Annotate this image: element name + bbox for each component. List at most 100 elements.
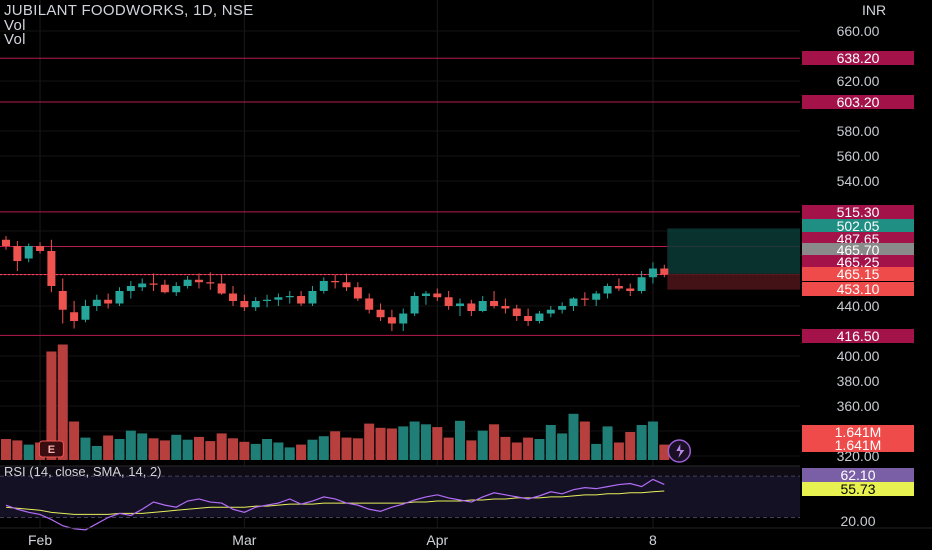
candle-body [342,282,351,288]
price-badge [802,255,914,269]
price-axis-tick: 400.00 [837,348,880,364]
target-zone [667,228,800,274]
candle-body [512,308,521,316]
volume-bar [250,443,261,460]
candle-body [569,298,578,306]
volume-bar [647,421,658,460]
candle-body [47,251,56,286]
volume-bar [364,423,375,460]
candle-body [24,246,33,259]
candle-body [172,286,181,293]
price-badge-label: 465.15 [837,266,880,282]
volume-bar [1,439,11,460]
price-axis-tick: 580.00 [837,123,880,139]
volume-bar [159,440,170,460]
volume-bar [443,437,454,460]
rsi-legend: RSI (14, close, SMA, 14, 2) [4,464,162,479]
candle-body [70,312,79,321]
volume-bar [23,444,34,460]
candle-body [467,303,476,311]
volume-bar [91,446,102,460]
volume-badge [802,438,914,452]
candle-body [183,279,192,286]
volume-bar [602,426,613,460]
volume-badge [802,425,914,439]
x-axis-label: Apr [426,532,448,548]
price-badge [802,205,914,219]
candle-body [648,268,657,278]
volume-bar [114,439,125,460]
volume-bar [341,437,352,460]
rsi-badge-label: 55.73 [840,481,875,497]
candle-body [240,301,249,308]
candle-body [104,299,113,304]
candle-body [626,288,635,291]
volume-bar [103,435,114,460]
volume-bar [625,432,636,460]
price-axis-tick: 540.00 [837,173,880,189]
volume-bar [318,436,329,460]
rsi-badge-label: 62.10 [840,467,875,483]
volume-bar [205,441,216,460]
rsi-band [0,476,800,518]
candle-body [410,296,419,314]
volume-bar [216,433,227,460]
candle-body [229,293,237,301]
price-axis-tick: 560.00 [837,148,880,164]
price-badge [802,219,914,233]
volume-bar [420,424,431,460]
candle-body [478,301,487,311]
volume-bar [307,439,318,460]
lightning-icon [676,444,685,458]
candle-body [2,239,10,246]
candle-body [592,293,601,300]
candle-body [13,246,22,261]
volume-bar [46,351,57,460]
candle-body [546,309,555,314]
candle-body [58,291,67,310]
stop-zone [667,273,800,290]
candle-body [149,283,158,285]
candle-body [490,301,499,306]
candle-body [444,297,453,306]
price-badge [802,282,914,296]
volume-bar [125,430,136,460]
volume-bar [182,439,193,460]
volume-bar [591,443,602,460]
candle-body [194,279,203,283]
candle-body [660,268,669,275]
volume-bar [352,438,363,460]
volume-bar [296,444,307,460]
volume-bar [398,426,409,460]
price-badge-label: 515.30 [837,204,880,220]
price-axis-tick: 380.00 [837,373,880,389]
currency-label: INR [862,2,887,18]
candle-body [274,297,283,300]
volume-bar [545,425,556,460]
price-badge [802,243,914,257]
price-badge [802,329,914,343]
volume-bar [613,442,624,460]
price-axis-tick: 440.00 [837,298,880,314]
volume-bar [386,428,397,460]
volume-bar [477,430,488,460]
x-axis-label: Mar [232,532,256,548]
volume-badge-label: 1.641M [835,437,882,453]
volume-bar [262,439,273,460]
candle-body [206,282,215,284]
earnings-marker [38,440,64,458]
volume-bar [579,421,590,460]
price-badge [802,95,914,109]
candle-body [535,313,544,321]
rsi-sma-line [5,490,665,515]
volume-bar [489,424,500,460]
volume-bar [12,440,23,460]
price-axis-tick: 660.00 [837,23,880,39]
candle-body [308,291,317,304]
candle-body [297,296,306,304]
volume-bar [284,447,295,460]
price-badge-label: 603.20 [837,94,880,110]
candle-body [319,281,328,291]
volume-badge-label: 1.641M [835,424,882,440]
